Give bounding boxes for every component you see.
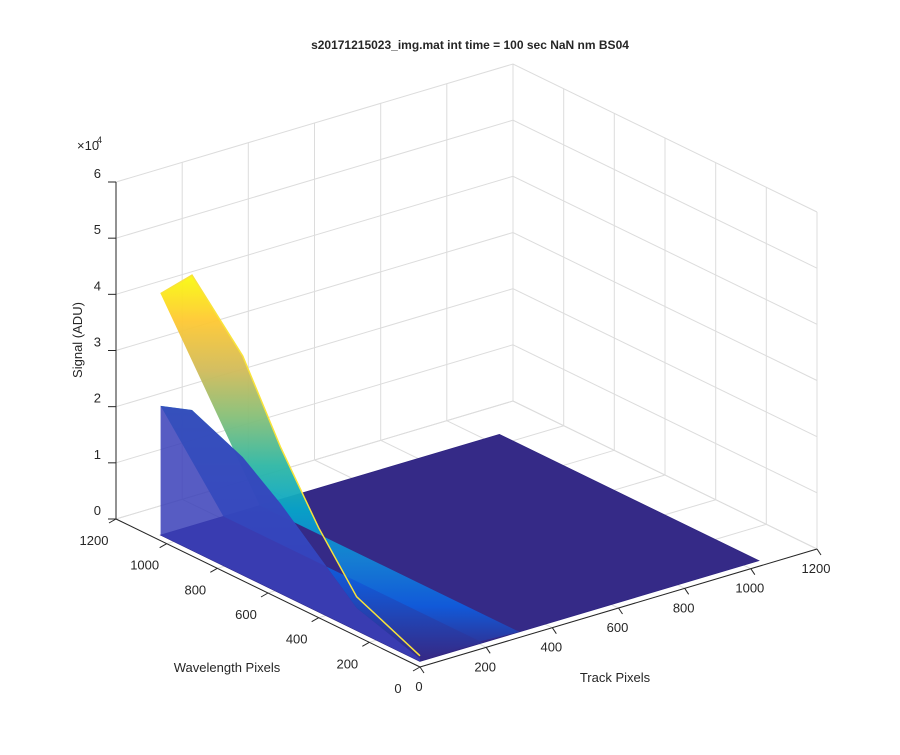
grid-line-z (115, 119, 818, 269)
z-tick-label: 2 (94, 391, 101, 406)
y-tick-mark (311, 617, 319, 623)
z-exponent-label: ×10 4 (77, 135, 102, 153)
surface-peak-face (160, 275, 520, 656)
z-axis-label: Signal (ADU) (70, 302, 85, 378)
surface-front-wall (160, 405, 420, 662)
z-exponent-base: ×10 (77, 138, 99, 153)
y-tick-mark (362, 641, 370, 647)
x-tick-label: 1200 (802, 561, 831, 576)
y-tick-mark (260, 592, 269, 598)
y-tick-label: 600 (235, 607, 257, 622)
z-tick-label: 1 (94, 447, 101, 462)
grid-line-z (115, 231, 818, 381)
surface-mesh (159, 274, 760, 662)
y-axis-label: Wavelength Pixels (174, 660, 281, 675)
x-tick-label: 800 (673, 600, 695, 615)
z-tick-label: 0 (94, 503, 101, 518)
x-tick-mark (618, 607, 623, 615)
x-tick-label: 600 (607, 620, 629, 635)
y-tick-label: 1200 (80, 533, 109, 548)
x-tick-mark (485, 647, 491, 654)
x-tick-label: 400 (540, 640, 562, 655)
z-tick-label: 4 (94, 278, 101, 293)
grid-line-z (115, 288, 818, 438)
y-tick-mark (159, 543, 167, 549)
z-tick-label: 5 (94, 222, 101, 237)
y-tick-label: 800 (184, 582, 206, 597)
y-tick-mark (412, 666, 421, 672)
y-tick-label: 0 (394, 681, 401, 696)
y-tick-mark (210, 567, 218, 573)
y-axis-ticks: 0 200 400 600 800 1000 1200 (80, 518, 421, 696)
x-tick-mark (816, 548, 822, 556)
grid-line-z (115, 63, 818, 213)
x-tick-label: 200 (474, 659, 496, 674)
z-tick-label: 3 (94, 335, 101, 350)
x-tick-mark (684, 588, 690, 595)
x-tick-mark (551, 627, 557, 634)
z-axis-ticks: 0 1 2 3 4 5 6 (94, 166, 116, 520)
x-tick-label: 0 (415, 679, 422, 694)
z-exponent-power: 4 (97, 135, 102, 145)
y-tick-label: 400 (286, 632, 308, 647)
y-tick-mark (108, 518, 117, 524)
surface-peak-ridge (160, 274, 421, 657)
chart-title: s20171215023_img.mat int time = 100 sec … (311, 38, 629, 52)
x-tick-mark (750, 568, 756, 575)
x-axis-ticks: 0 200 400 600 800 1000 1200 (415, 548, 831, 694)
x-axis-label: Track Pixels (580, 670, 651, 685)
x-tick-mark (419, 666, 425, 674)
z-tick-label: 6 (94, 166, 101, 181)
x-tick-label: 1000 (735, 581, 764, 596)
grid-line-z (115, 175, 818, 325)
y-tick-label: 200 (336, 656, 358, 671)
y-tick-label: 1000 (130, 558, 159, 573)
